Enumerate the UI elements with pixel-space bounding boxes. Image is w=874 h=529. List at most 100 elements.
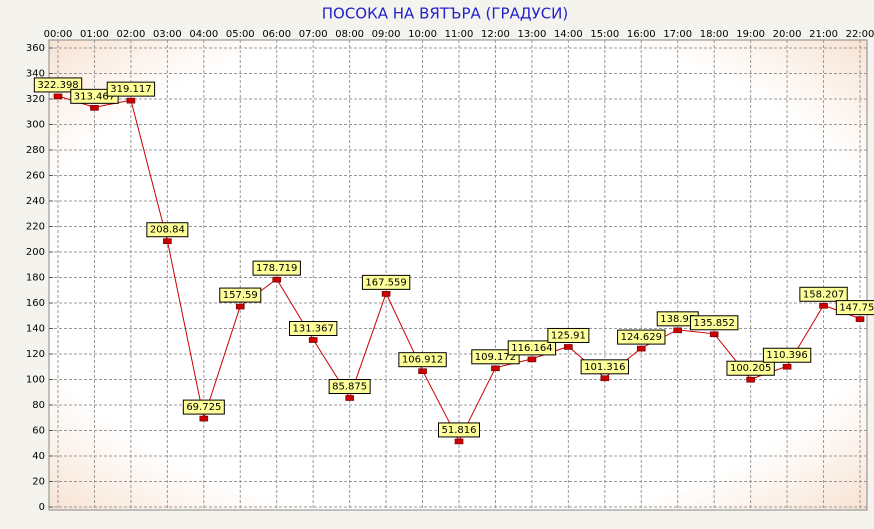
data-label-box (219, 287, 262, 303)
x-tick-label: 06:00 (262, 29, 291, 40)
data-label-group: 158.207 (799, 286, 848, 302)
data-label-box (106, 81, 156, 97)
data-label: 51.816 (442, 425, 477, 436)
x-tick-label: 09:00 (372, 29, 401, 40)
x-tick-label: 03:00 (153, 29, 182, 40)
data-label: 147.758 (839, 303, 874, 314)
point-marker (235, 303, 245, 310)
data-label-box (146, 222, 189, 238)
data-label-group: 109.172 (471, 349, 520, 365)
data-label: 116.164 (511, 343, 552, 354)
data-label: 208.84 (150, 225, 185, 236)
data-label: 109.172 (475, 352, 516, 363)
data-label-group: 69.725 (182, 399, 225, 415)
data-label: 101.316 (584, 362, 625, 373)
data-label-group: 125.91 (547, 327, 590, 343)
data-label-box (762, 347, 812, 363)
data-label-box (835, 300, 874, 316)
point-marker (709, 331, 719, 338)
point-marker (381, 291, 391, 297)
data-label-group: 124.629 (617, 329, 666, 345)
data-label-group: 51.816 (438, 422, 480, 438)
data-label-group: 319.117 (106, 81, 156, 97)
x-tick-label: 13:00 (517, 29, 546, 40)
data-label: 110.396 (766, 350, 807, 361)
x-tick-label: 14:00 (554, 29, 583, 40)
point-marker (163, 238, 172, 245)
data-label-box (507, 340, 557, 356)
point-marker (855, 316, 865, 322)
data-label: 158.207 (803, 289, 844, 300)
data-label-box (361, 274, 411, 290)
data-label-group: 100.205 (726, 360, 775, 376)
data-label: 319.117 (110, 84, 151, 95)
y-tick-label: 120 (26, 349, 45, 360)
data-label-group: 178.719 (252, 260, 301, 276)
y-tick-label: 220 (26, 222, 45, 233)
y-tick-label: 40 (32, 451, 45, 462)
x-tick-label: 05:00 (226, 29, 255, 40)
x-tick-label: 19:00 (736, 29, 765, 40)
data-label: 322.398 (37, 80, 78, 91)
point-marker (782, 363, 792, 370)
x-tick-label: 02:00 (116, 29, 145, 40)
data-label-box (289, 321, 338, 337)
data-label-box (471, 349, 520, 365)
point-marker (491, 365, 500, 372)
chart-title: ПОСОКА НА ВЯТЪРА (ГРАДУСИ) (322, 5, 569, 23)
x-tick-label: 01:00 (80, 29, 109, 40)
y-tick-label: 340 (26, 69, 45, 80)
data-label-group: 131.367 (289, 321, 338, 337)
y-tick-label: 0 (39, 502, 45, 513)
data-label: 131.367 (293, 324, 334, 335)
y-tick-label: 100 (26, 375, 45, 386)
data-label: 157.59 (223, 290, 258, 301)
data-label: 100.205 (730, 363, 771, 374)
data-label-group: 157.59 (219, 287, 262, 303)
point-marker (308, 337, 318, 343)
data-label-box (33, 77, 83, 93)
x-tick-label: 22:00 (846, 29, 874, 40)
data-label: 313.467 (74, 91, 115, 102)
point-marker (564, 344, 573, 350)
data-label: 106.912 (402, 355, 443, 366)
data-label-group: 138.95 (656, 311, 699, 327)
y-tick-label: 180 (26, 273, 45, 284)
y-tick-label: 280 (26, 145, 45, 156)
data-label-group: 135.852 (690, 315, 739, 331)
x-tick-label: 12:00 (481, 29, 510, 40)
y-tick-label: 80 (32, 400, 45, 411)
data-label: 167.559 (365, 277, 406, 288)
point-marker (454, 438, 464, 445)
data-label-box (580, 359, 629, 375)
data-label: 138.95 (660, 314, 695, 325)
x-tick-label: 10:00 (408, 29, 437, 40)
x-tick-label: 04:00 (189, 29, 218, 40)
data-label: 125.91 (551, 330, 586, 341)
point-marker (636, 345, 646, 352)
x-tick-label: 11:00 (445, 29, 474, 40)
data-label-box (617, 329, 666, 345)
data-label-box (690, 315, 739, 331)
point-marker (345, 395, 354, 401)
point-marker (272, 276, 282, 283)
point-marker (819, 302, 828, 309)
data-label: 69.725 (186, 402, 221, 413)
data-label-box (799, 286, 848, 302)
point-marker (199, 415, 209, 422)
point-marker (673, 327, 683, 334)
data-label-group: 106.912 (398, 352, 447, 368)
y-tick-label: 160 (26, 298, 45, 309)
data-label: 85.875 (332, 382, 367, 393)
data-label-group: 85.875 (328, 379, 371, 395)
y-tick-label: 60 (32, 426, 45, 437)
data-label-box (252, 260, 301, 276)
data-label-group: 116.164 (507, 340, 557, 356)
data-label-box (726, 360, 775, 376)
data-label-group: 322.398 (33, 77, 83, 93)
x-tick-label: 17:00 (663, 29, 692, 40)
x-tick-label: 18:00 (700, 29, 729, 40)
data-label-box (182, 399, 225, 415)
x-tick-label: 08:00 (335, 29, 364, 40)
